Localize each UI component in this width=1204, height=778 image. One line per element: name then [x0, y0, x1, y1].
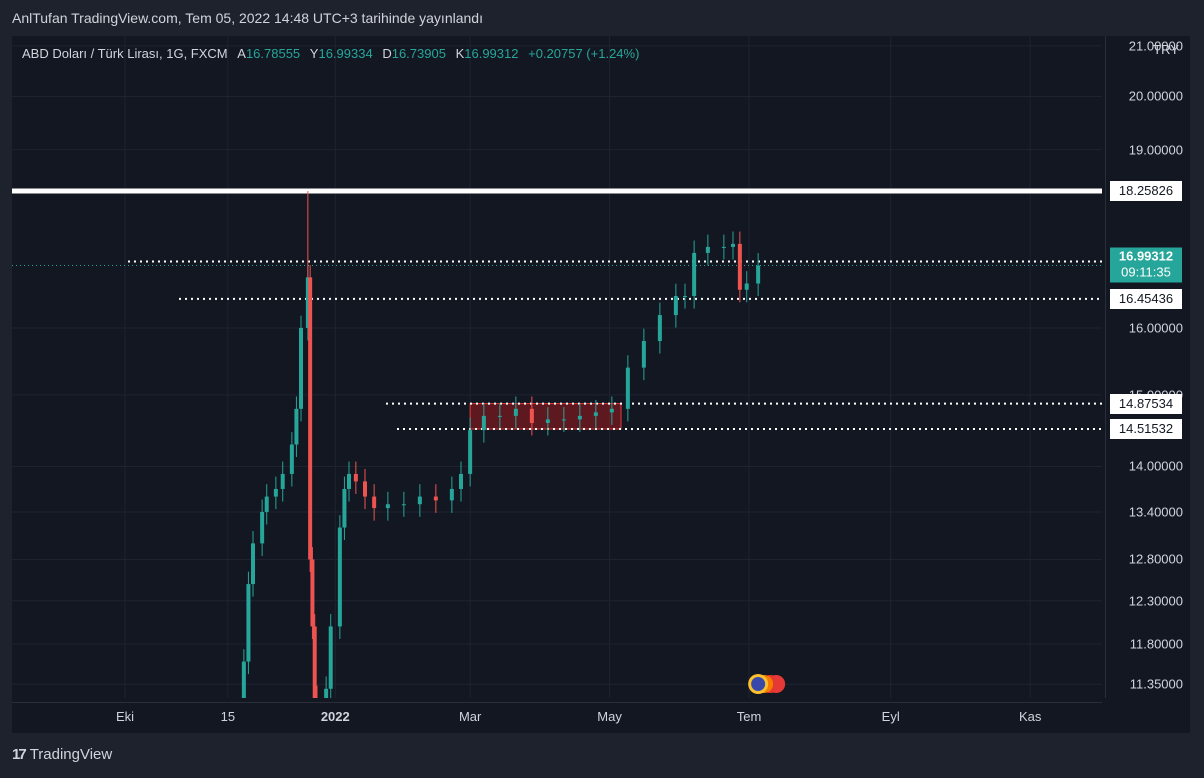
- candle-down: [529, 408, 534, 423]
- currency-label: TRY: [1153, 42, 1179, 57]
- candle-up: [721, 246, 726, 248]
- range-box: [469, 403, 622, 430]
- candle-down: [310, 559, 315, 627]
- last-price-tag: 16.99312 09:11:35: [1110, 247, 1182, 283]
- level-price-tag: 16.45436: [1110, 288, 1182, 309]
- time-tick-label: 2022: [320, 709, 350, 724]
- level-price-tag: 14.51532: [1110, 418, 1182, 439]
- price-axis[interactable]: TRY 21.0000020.0000019.0000016.0000015.0…: [1105, 36, 1191, 698]
- price-tick-label: 20.00000: [1128, 88, 1183, 104]
- candle-up: [577, 415, 582, 420]
- candle-up: [347, 473, 351, 489]
- level-price-tag: 18.25826: [1110, 180, 1182, 201]
- candle-up: [342, 488, 347, 528]
- candle-up: [497, 415, 502, 417]
- candle-up: [328, 626, 333, 689]
- candle-up: [545, 419, 550, 423]
- candle-up: [401, 504, 406, 506]
- candle-up: [625, 367, 630, 409]
- candle-up: [459, 473, 463, 489]
- low-value: 16.73905: [391, 46, 446, 61]
- low-key: D: [382, 46, 392, 61]
- candle-down: [353, 473, 358, 482]
- candle-up: [756, 265, 761, 284]
- candle-up: [468, 430, 473, 474]
- price-tick-label: 21.00000: [1128, 38, 1183, 54]
- candle-down: [308, 277, 313, 560]
- candle-up: [593, 412, 598, 416]
- candle-up: [299, 327, 303, 409]
- time-tick-label: 15: [220, 709, 236, 724]
- candle-up: [683, 296, 687, 298]
- level-price-tag: 14.87534: [1110, 393, 1182, 414]
- high-value: 16.99334: [318, 46, 373, 61]
- candle-up: [324, 688, 329, 698]
- candle-up: [260, 511, 265, 544]
- candle-up: [385, 504, 390, 509]
- time-tick-label: Eki: [115, 709, 135, 724]
- candle-up: [609, 408, 614, 413]
- candle-down: [737, 243, 742, 290]
- price-tick-label: 12.80000: [1128, 551, 1183, 567]
- brand-name: TradingView: [29, 746, 113, 763]
- bar-countdown: 09:11:35: [1121, 264, 1171, 280]
- candle-up: [657, 315, 662, 342]
- plot-area[interactable]: ABD Doları / Türk Lirası, 1G, FXCM A16.7…: [12, 36, 1102, 698]
- symbol-title[interactable]: ABD Doları / Türk Lirası, 1G, FXCM: [22, 46, 228, 61]
- candle-up: [481, 415, 486, 431]
- tradingview-logo[interactable]: 17 TradingView: [12, 746, 112, 763]
- symbol-legend[interactable]: ABD Doları / Türk Lirası, 1G, FXCM A16.7…: [22, 46, 639, 61]
- time-axis[interactable]: Eki 15 2022 Mar May Tem Eyl Kas: [12, 702, 1102, 734]
- candle-up: [744, 283, 749, 290]
- price-tick-label: 13.40000: [1128, 504, 1183, 520]
- price-tick-label: 14.00000: [1128, 458, 1183, 474]
- candle-up: [513, 408, 518, 416]
- close-key: K: [455, 46, 465, 61]
- chart-frame[interactable]: ABD Doları / Türk Lirası, 1G, FXCM A16.7…: [12, 36, 1190, 733]
- candle-up: [692, 252, 697, 297]
- close-value: 16.99312: [464, 46, 519, 61]
- candle-up: [273, 488, 278, 497]
- candle-up: [251, 543, 255, 585]
- publish-caption: AnlTufan TradingView.com, Tem 05, 2022 1…: [12, 10, 483, 26]
- candle-up: [264, 496, 269, 512]
- candle-up: [246, 584, 251, 662]
- open-value: 16.78555: [245, 46, 301, 61]
- candle-up: [449, 488, 454, 501]
- candle-up: [705, 246, 710, 253]
- candle-down: [312, 626, 317, 698]
- tradingview-icon: 17: [12, 746, 27, 763]
- candle-up: [731, 243, 735, 247]
- time-tick-label: Eyl: [881, 709, 900, 724]
- time-tick-label: Kas: [1018, 709, 1042, 724]
- candle-up: [305, 277, 310, 328]
- high-key: Y: [309, 46, 319, 61]
- candle-down: [433, 496, 438, 501]
- candle-up: [641, 341, 646, 368]
- candle-up: [280, 473, 285, 489]
- price-tick-label: 11.35000: [1129, 676, 1183, 692]
- time-tick-label: May: [597, 709, 622, 724]
- candle-down: [372, 496, 377, 509]
- price-tick-label: 16.00000: [1128, 320, 1183, 336]
- candle-up: [673, 296, 678, 316]
- candle-up: [294, 408, 299, 445]
- candle-up: [561, 419, 566, 421]
- price-tick-label: 12.30000: [1128, 593, 1183, 609]
- candle-up: [417, 496, 422, 505]
- change-value: +0.20757 (+1.24%): [528, 46, 640, 61]
- price-tick-label: 11.80000: [1129, 636, 1183, 652]
- candle-up: [289, 444, 294, 474]
- candle-up: [337, 527, 342, 627]
- time-tick-label: Tem: [736, 709, 762, 724]
- time-tick-label: Mar: [458, 709, 482, 724]
- candle-up: [241, 661, 246, 698]
- candlestick-chart[interactable]: [12, 36, 1102, 698]
- price-tick-label: 19.00000: [1128, 142, 1183, 158]
- candle-down: [363, 481, 367, 497]
- us-flag-icon: [751, 677, 766, 691]
- open-key: A: [237, 46, 246, 61]
- last-price-value: 16.99312: [1118, 248, 1174, 264]
